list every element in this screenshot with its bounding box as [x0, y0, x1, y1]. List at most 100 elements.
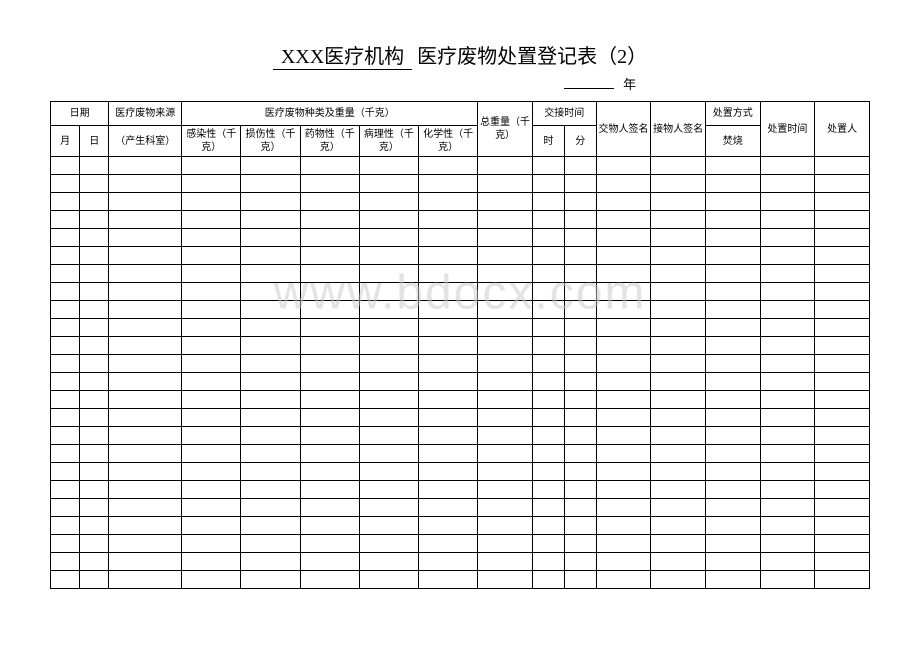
table-cell [182, 337, 241, 355]
table-cell [182, 157, 241, 175]
table-cell [109, 319, 182, 337]
table-cell [596, 301, 651, 319]
table-cell [419, 175, 478, 193]
table-cell [815, 463, 870, 481]
table-cell [564, 409, 596, 427]
table-cell [815, 319, 870, 337]
table-cell [359, 157, 418, 175]
table-cell [478, 247, 533, 265]
institution-name: XXX医疗机构 [273, 40, 412, 70]
table-cell [359, 427, 418, 445]
table-row [51, 157, 870, 175]
table-cell [419, 445, 478, 463]
table-cell [651, 571, 706, 589]
table-cell [815, 211, 870, 229]
table-cell [300, 445, 359, 463]
table-cell [596, 229, 651, 247]
table-cell [109, 337, 182, 355]
table-cell [80, 463, 109, 481]
table-cell [51, 535, 80, 553]
year-blank [564, 88, 614, 89]
table-cell [564, 265, 596, 283]
table-cell [651, 427, 706, 445]
table-cell [109, 157, 182, 175]
table-cell [760, 571, 815, 589]
table-cell [51, 391, 80, 409]
table-cell [182, 535, 241, 553]
table-cell [815, 373, 870, 391]
table-cell [651, 481, 706, 499]
table-cell [815, 445, 870, 463]
table-cell [564, 553, 596, 571]
table-cell [419, 499, 478, 517]
table-cell [109, 211, 182, 229]
table-cell [51, 499, 80, 517]
table-cell [651, 211, 706, 229]
table-cell [359, 193, 418, 211]
table-row [51, 355, 870, 373]
table-cell [109, 445, 182, 463]
table-cell [241, 301, 300, 319]
page-title: XXX医疗机构 医疗废物处置登记表（2） [50, 40, 870, 70]
table-cell [241, 553, 300, 571]
table-cell [815, 499, 870, 517]
table-cell [241, 463, 300, 481]
table-cell [532, 409, 564, 427]
table-cell [359, 571, 418, 589]
header-chemical: 化学性（千克） [419, 126, 478, 157]
table-cell [51, 427, 80, 445]
table-cell [651, 301, 706, 319]
table-cell [760, 517, 815, 535]
table-cell [109, 301, 182, 319]
table-cell [300, 535, 359, 553]
table-cell [815, 391, 870, 409]
table-cell [51, 283, 80, 301]
header-row-1: 日期 医疗废物来源 医疗废物种类及重量（千克） 总重量（千克） 交接时间 交物人… [51, 102, 870, 126]
table-cell [80, 535, 109, 553]
table-cell [109, 571, 182, 589]
table-cell [815, 337, 870, 355]
header-disposal-person: 处置人 [815, 102, 870, 157]
table-cell [241, 229, 300, 247]
table-cell [564, 193, 596, 211]
table-cell [241, 319, 300, 337]
table-cell [300, 481, 359, 499]
header-burn: 焚烧 [705, 126, 760, 157]
table-row [51, 247, 870, 265]
table-cell [80, 319, 109, 337]
table-cell [51, 319, 80, 337]
table-cell [564, 373, 596, 391]
table-cell [815, 535, 870, 553]
table-cell [419, 319, 478, 337]
table-cell [564, 499, 596, 517]
table-cell [760, 283, 815, 301]
table-row [51, 409, 870, 427]
table-cell [596, 373, 651, 391]
table-row [51, 319, 870, 337]
table-cell [182, 391, 241, 409]
header-infectious: 感染性（千克） [182, 126, 241, 157]
table-row [51, 301, 870, 319]
table-cell [80, 247, 109, 265]
table-cell [564, 175, 596, 193]
table-cell [241, 481, 300, 499]
table-cell [300, 427, 359, 445]
table-cell [80, 301, 109, 319]
table-row [51, 445, 870, 463]
table-cell [532, 175, 564, 193]
table-cell [109, 229, 182, 247]
table-cell [300, 229, 359, 247]
table-cell [478, 337, 533, 355]
table-cell [760, 247, 815, 265]
table-cell [80, 373, 109, 391]
table-cell [80, 571, 109, 589]
table-cell [109, 283, 182, 301]
table-cell [705, 571, 760, 589]
table-cell [182, 211, 241, 229]
table-cell [760, 463, 815, 481]
table-cell [596, 247, 651, 265]
table-cell [532, 499, 564, 517]
table-cell [300, 499, 359, 517]
table-cell [300, 211, 359, 229]
table-cell [815, 301, 870, 319]
